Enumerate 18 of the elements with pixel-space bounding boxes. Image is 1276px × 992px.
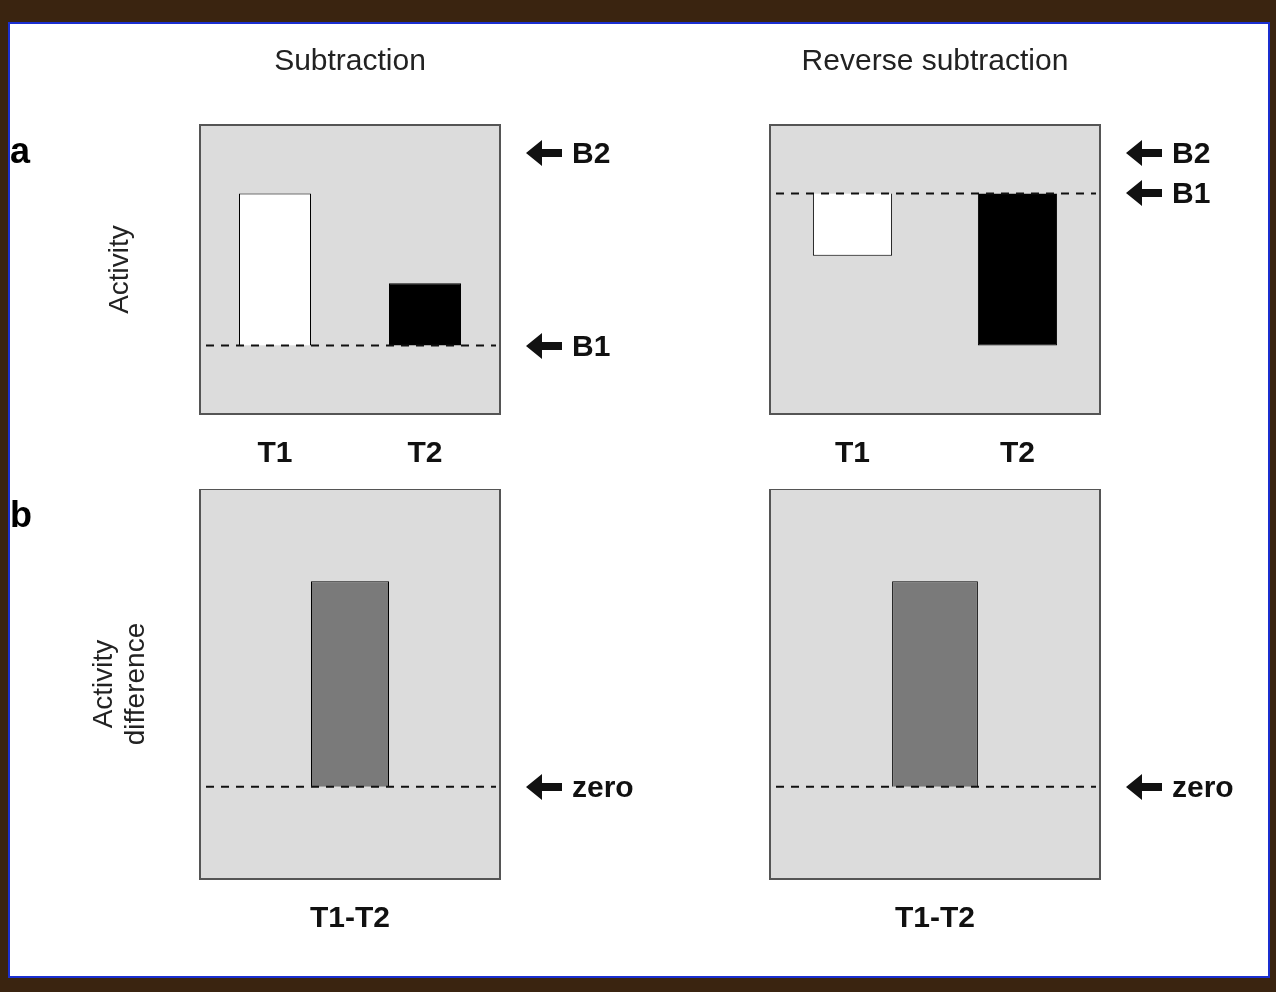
chart-title: Subtraction bbox=[274, 43, 426, 77]
x-tick-label: T2 bbox=[407, 435, 443, 469]
x-tick-label: T1 bbox=[834, 435, 871, 469]
text: B2 bbox=[572, 136, 611, 170]
x-tick-label: T2 bbox=[999, 435, 1036, 469]
ref-line-label: B1 bbox=[572, 328, 611, 363]
text: B2 bbox=[1172, 136, 1211, 170]
y-axis-title: Activity bbox=[102, 225, 134, 314]
x-tick-label: T1-T2 bbox=[894, 900, 976, 934]
ref-line-label: zero bbox=[1172, 769, 1234, 804]
text: a bbox=[10, 130, 31, 172]
text: b bbox=[10, 494, 32, 536]
x-tick-label: T1-T2 bbox=[309, 900, 391, 934]
chart-title: Reverse subtraction bbox=[801, 43, 1069, 77]
y-axis-title: Activity difference bbox=[86, 622, 150, 746]
ref-line-label: zero bbox=[572, 769, 634, 804]
x-tick-label: T1 bbox=[257, 435, 293, 469]
ref-line-label: B1 bbox=[1172, 176, 1211, 211]
